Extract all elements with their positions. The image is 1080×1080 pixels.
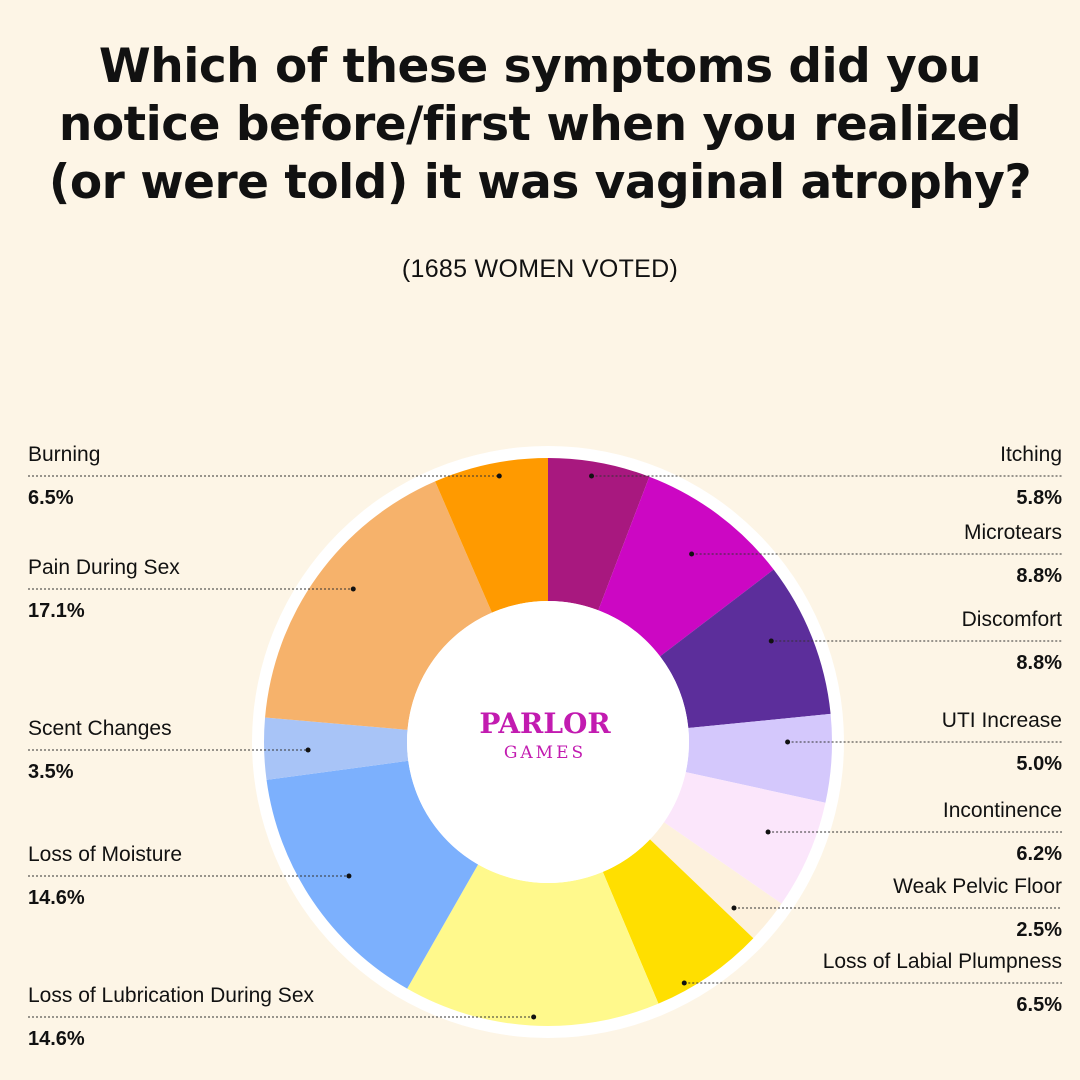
slice-loss-of-moisture	[266, 760, 479, 989]
leader-dot-loss-of-labial-plumpness	[681, 980, 687, 986]
slice-loss-of-lubrication-during-sex	[407, 864, 659, 1027]
value-pain-during-sex: 17.1%	[28, 600, 85, 622]
leader-dot-scent-changes	[305, 747, 311, 753]
logo-subtitle: GAMES	[504, 743, 586, 763]
slice-weak-pelvic-floor	[649, 822, 782, 939]
label-pain-during-sex: Pain During Sex	[28, 556, 180, 579]
value-incontinence: 6.2%	[1016, 843, 1062, 865]
label-loss-of-moisture: Loss of Moisture	[28, 843, 182, 866]
leader-dot-discomfort	[768, 638, 774, 644]
leader-dot-burning	[496, 473, 502, 479]
value-discomfort: 8.8%	[1016, 652, 1062, 674]
label-burning: Burning	[28, 443, 100, 466]
label-uti-increase: UTI Increase	[942, 709, 1062, 732]
slice-itching	[548, 458, 650, 611]
value-scent-changes: 3.5%	[28, 761, 74, 783]
leader-dot-loss-of-lubrication-during-sex	[531, 1014, 537, 1020]
donut-hole	[407, 601, 689, 883]
value-weak-pelvic-floor: 2.5%	[1016, 919, 1062, 941]
label-incontinence: Incontinence	[943, 799, 1062, 822]
logo-wordmark: PARLOR	[479, 707, 611, 740]
value-microtears: 8.8%	[1016, 565, 1062, 587]
slice-burning	[435, 458, 548, 613]
leader-dot-microtears	[689, 551, 695, 557]
parlor-games-logo: PARLOR GAMES	[479, 707, 611, 763]
label-microtears: Microtears	[964, 521, 1062, 544]
value-loss-of-labial-plumpness: 6.5%	[1016, 994, 1062, 1016]
leader-dot-uti-increase	[785, 739, 791, 745]
value-uti-increase: 5.0%	[1016, 753, 1062, 775]
chart-subtitle: (1685 WOMEN VOTED)	[401, 255, 679, 283]
value-loss-of-moisture: 14.6%	[28, 887, 85, 909]
label-scent-changes: Scent Changes	[28, 717, 172, 740]
slice-uti-increase	[685, 713, 833, 803]
value-burning: 6.5%	[28, 487, 74, 509]
slice-loss-of-labial-plumpness	[602, 839, 754, 1004]
slice-incontinence	[663, 772, 826, 904]
slice-discomfort	[660, 569, 831, 729]
value-itching: 5.8%	[1016, 487, 1062, 509]
leader-dot-weak-pelvic-floor	[731, 905, 737, 911]
leader-dot-incontinence	[765, 829, 771, 835]
leader-dot-itching	[589, 473, 595, 479]
label-loss-of-lubrication-during-sex: Loss of Lubrication During Sex	[28, 984, 314, 1007]
leader-dot-pain-during-sex	[350, 586, 356, 592]
slice-microtears	[598, 476, 774, 657]
leader-dot-loss-of-moisture	[346, 873, 352, 879]
label-loss-of-labial-plumpness: Loss of Labial Plumpness	[823, 950, 1062, 973]
value-loss-of-lubrication-during-sex: 14.6%	[28, 1028, 85, 1050]
label-discomfort: Discomfort	[962, 608, 1063, 631]
donut-slices	[264, 458, 833, 1027]
slice-pain-during-sex	[265, 481, 492, 730]
chart-title: Which of these symptoms did you notice b…	[48, 39, 1032, 210]
slice-scent-changes	[264, 717, 409, 780]
slice-labels: Itching 5.8% Microtears 8.8% Discomfort 8.8% U…	[28, 443, 1062, 1050]
label-weak-pelvic-floor: Weak Pelvic Floor	[893, 875, 1062, 898]
label-itching: Itching	[1000, 443, 1062, 466]
